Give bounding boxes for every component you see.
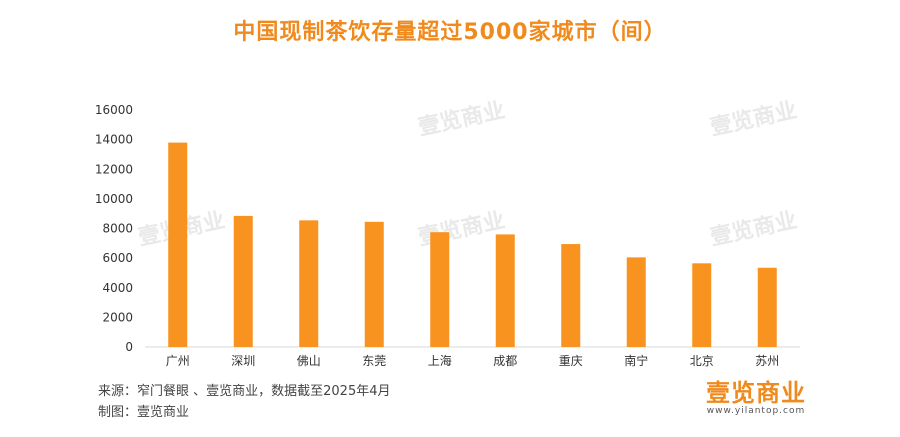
y-tick-label: 8000	[102, 222, 133, 236]
bar-9	[692, 263, 712, 347]
bar-2	[233, 215, 253, 347]
brand-logo: 壹览商业 www.yilantop.com	[700, 380, 812, 416]
watermark-text: 壹览商业	[708, 207, 799, 251]
x-tick-label: 东莞	[362, 354, 386, 368]
bar-5	[430, 232, 450, 347]
y-tick-label: 6000	[102, 251, 133, 265]
x-tick-label: 南宁	[624, 353, 648, 368]
chart-title: 中国现制茶饮存量超过5000家城市（间）	[233, 20, 667, 45]
y-tick-label: 0	[125, 340, 133, 354]
bar-3	[299, 220, 319, 347]
x-tick-label: 佛山	[297, 354, 321, 368]
x-tick-label: 重庆	[559, 354, 583, 368]
bar-10	[757, 267, 777, 347]
y-tick-label: 10000	[95, 192, 133, 206]
bar-6	[495, 234, 515, 347]
watermark-text: 壹览商业	[416, 207, 507, 251]
x-tick-label: 深圳	[231, 354, 255, 368]
y-tick-label: 16000	[95, 103, 133, 117]
y-tick-label: 2000	[102, 310, 133, 324]
x-tick-label: 北京	[690, 354, 714, 368]
logo-text: 壹览商业	[706, 379, 806, 407]
source-note: 来源：窄门餐眼 、壹览商业，数据截至2025年4月	[98, 384, 391, 399]
watermark-text: 壹览商业	[708, 97, 799, 141]
x-tick-label: 苏州	[755, 354, 779, 368]
y-tick-label: 14000	[95, 133, 133, 147]
bar-8	[626, 257, 646, 347]
bar-4	[364, 221, 384, 347]
watermark-text: 壹览商业	[416, 97, 507, 141]
logo-url: www.yilantop.com	[706, 406, 806, 416]
bar-1	[168, 142, 188, 347]
y-tick-label: 4000	[102, 281, 133, 295]
maker-note: 制图：壹览商业	[98, 405, 190, 420]
x-tick-label: 成都	[493, 354, 517, 368]
y-tick-label: 12000	[95, 162, 133, 176]
x-tick-label: 上海	[428, 353, 452, 368]
x-tick-label: 广州	[166, 354, 190, 368]
bar-7	[561, 244, 581, 347]
